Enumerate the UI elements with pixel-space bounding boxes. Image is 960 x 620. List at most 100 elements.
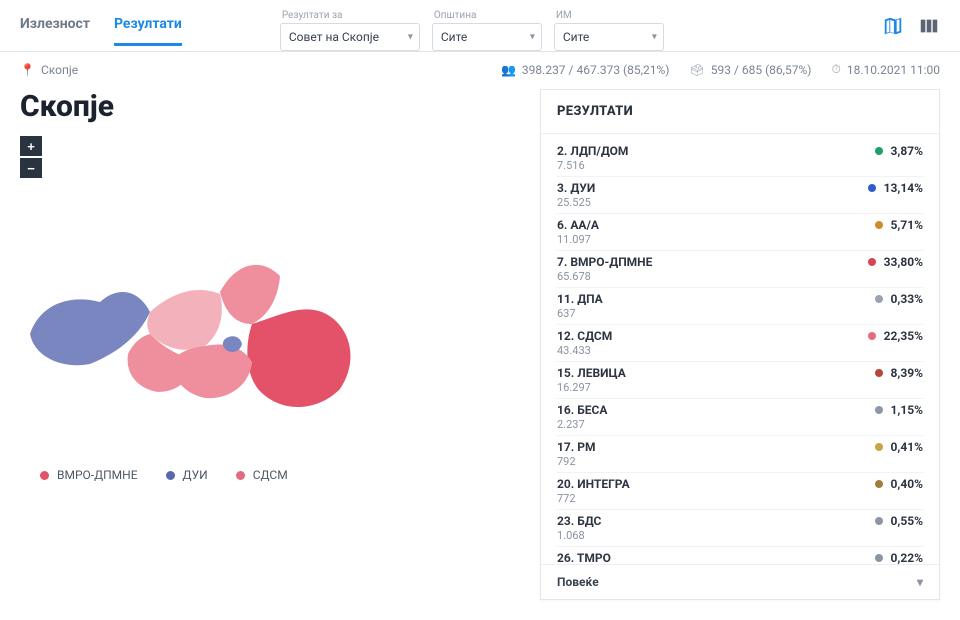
filter2-label: Општина (432, 10, 542, 21)
party-name: 26. ТМРО (557, 551, 611, 564)
party-name: 16. БЕСА (557, 403, 607, 417)
map-region[interactable] (247, 309, 350, 407)
result-row[interactable]: 16. БЕСА 1,15%2.237 (557, 399, 923, 436)
party-pct: 0,55% (891, 514, 923, 528)
filter1-label: Резултати за (280, 10, 420, 21)
result-row[interactable]: 6. АА/А 5,71%11.097 (557, 214, 923, 251)
result-row[interactable]: 20. ИНТЕГРА 0,40%772 (557, 473, 923, 510)
party-name: 2. ЛДП/ДОМ (557, 144, 628, 158)
tab-results[interactable]: Резултати (114, 16, 182, 46)
party-name: 23. БДС (557, 514, 601, 528)
party-color-dot (875, 221, 883, 229)
left-panel: Скопје + − ВМРО-ДПМНЕДУИСДСМ (20, 89, 526, 600)
legend-dot (236, 471, 245, 480)
party-pct: 0,22% (891, 551, 923, 564)
stations-stat: 593 / 685 (86,57%) (711, 63, 812, 77)
party-votes: 772 (557, 492, 923, 505)
tab-turnout[interactable]: Излезност (20, 16, 90, 46)
panel-header: РЕЗУЛТАТИ (541, 90, 939, 134)
party-color-dot (875, 517, 883, 525)
result-row[interactable]: 26. ТМРО0,22%421 (557, 547, 923, 564)
panel-body: 2. ЛДП/ДОМ 3,87%7.516 3. ДУИ 13,14%25.525 6.… (541, 134, 939, 564)
party-pct: 1,15% (891, 403, 923, 417)
filters: Резултати за Совет на Скопје Општина Сит… (280, 10, 664, 51)
legend-dot (40, 471, 49, 480)
result-row[interactable]: 15. ЛЕВИЦА8,39%16.297 (557, 362, 923, 399)
party-votes: 43.433 (557, 344, 923, 357)
map-view-icon[interactable] (882, 15, 904, 37)
filter-results-for[interactable]: Совет на Скопје (280, 23, 420, 51)
voters-stat: 398.237 / 467.373 (85,21%) (522, 63, 670, 77)
filter-im[interactable]: Сите (554, 23, 664, 51)
view-toggle (882, 15, 940, 47)
map[interactable] (20, 184, 380, 444)
panel-more-button[interactable]: Повеќе ▾ (541, 564, 939, 599)
party-name: 12. СДСМ (557, 329, 612, 343)
main: Скопје + − ВМРО-ДПМНЕДУИСДСМ (0, 83, 960, 620)
legend-label: СДСМ (253, 468, 288, 482)
meta-row: 📍 Скопје 👥 398.237 / 467.373 (85,21%) 🗳 … (0, 52, 960, 83)
party-color-dot (875, 295, 883, 303)
result-row[interactable]: 2. ЛДП/ДОМ 3,87%7.516 (557, 140, 923, 177)
chevron-down-icon: ▾ (917, 575, 923, 589)
party-votes: 637 (557, 307, 923, 320)
results-panel: РЕЗУЛТАТИ 2. ЛДП/ДОМ 3,87%7.516 3. ДУИ 13,1… (540, 89, 940, 600)
timestamp: 18.10.2021 11:00 (847, 63, 940, 77)
filter-municipality[interactable]: Сите (432, 23, 542, 51)
panel-more-label: Повеќе (557, 575, 599, 589)
result-row[interactable]: 3. ДУИ 13,14%25.525 (557, 177, 923, 214)
party-votes: 65.678 (557, 270, 923, 283)
table-view-icon[interactable] (918, 15, 940, 37)
legend-item: СДСМ (236, 468, 288, 482)
party-pct: 0,40% (891, 477, 923, 491)
party-name: 15. ЛЕВИЦА (557, 366, 626, 380)
zoom-out-button[interactable]: − (20, 158, 42, 178)
topbar: Излезност Резултати Резултати за Совет н… (0, 0, 960, 52)
legend-dot (166, 471, 175, 480)
party-pct: 13,14% (884, 181, 923, 195)
result-row[interactable]: 12. СДСМ22,35%43.433 (557, 325, 923, 362)
tabs: Излезност Резултати (20, 16, 182, 46)
legend-item: ВМРО-ДПМНЕ (40, 468, 138, 482)
filter3-label: ИМ (554, 10, 664, 21)
party-color-dot (875, 147, 883, 155)
party-votes: 16.297 (557, 381, 923, 394)
zoom-controls: + − (20, 136, 42, 178)
party-color-dot (875, 369, 883, 377)
legend-label: ДУИ (183, 468, 208, 482)
clock-icon: ⏱ (831, 62, 840, 77)
party-name: 6. АА/А (557, 218, 599, 232)
result-row[interactable]: 7. ВМРО-ДПМНЕ33,80%65.678 (557, 251, 923, 288)
party-pct: 0,33% (891, 292, 923, 306)
breadcrumb: Скопје (41, 63, 78, 77)
party-name: 3. ДУИ (557, 181, 595, 195)
party-votes: 7.516 (557, 159, 923, 172)
party-pct: 5,71% (891, 218, 923, 232)
result-row[interactable]: 11. ДПА 0,33%637 (557, 288, 923, 325)
legend-label: ВМРО-ДПМНЕ (57, 468, 138, 482)
party-color-dot (875, 406, 883, 414)
party-name: 20. ИНТЕГРА (557, 477, 630, 491)
party-color-dot (868, 184, 876, 192)
party-votes: 25.525 (557, 196, 923, 209)
party-pct: 0,41% (891, 440, 923, 454)
result-row[interactable]: 23. БДС 0,55%1.068 (557, 510, 923, 547)
legend: ВМРО-ДПМНЕ ДУИ СДСМ (20, 468, 526, 482)
party-color-dot (868, 332, 876, 340)
party-votes: 11.097 (557, 233, 923, 246)
party-pct: 3,87% (891, 144, 923, 158)
party-color-dot (875, 554, 883, 562)
party-votes: 1.068 (557, 529, 923, 542)
party-color-dot (875, 443, 883, 451)
party-votes: 792 (557, 455, 923, 468)
map-region[interactable] (147, 290, 222, 350)
pin-icon: 📍 (20, 63, 35, 77)
result-row[interactable]: 17. РМ0,41%792 (557, 436, 923, 473)
zoom-in-button[interactable]: + (20, 136, 42, 156)
party-name: 11. ДПА (557, 292, 603, 306)
party-votes: 2.237 (557, 418, 923, 431)
map-region[interactable] (220, 265, 280, 324)
legend-item: ДУИ (166, 468, 208, 482)
ballot-icon: 🗳 (689, 63, 704, 77)
party-color-dot (868, 258, 876, 266)
